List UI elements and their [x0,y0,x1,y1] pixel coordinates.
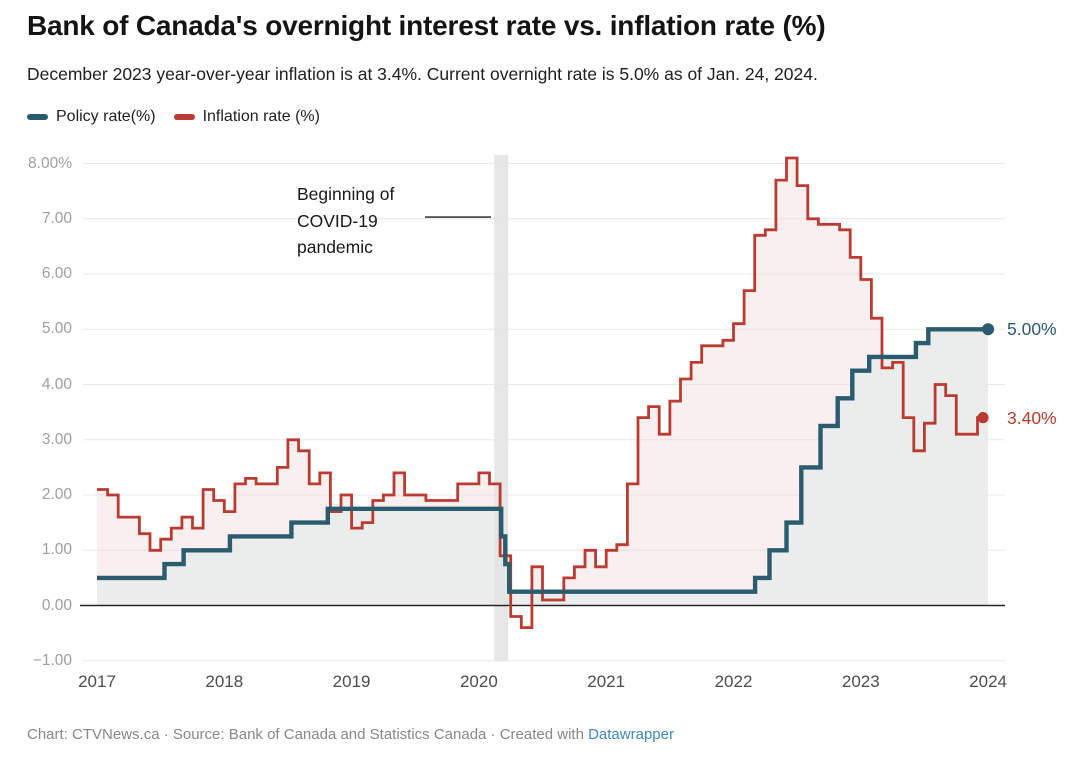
legend-item-policy-rate: Policy rate(%) [27,108,156,126]
x-axis-tick-label: 2021 [587,672,626,691]
covid-annotation-text: Beginning of COVID-19 pandemic [297,184,395,257]
y-axis-tick-label: 1.00 [41,541,72,559]
y-axis-tick-label: 7.00 [41,209,72,227]
policy-rate-end-dot [982,323,995,336]
y-axis-tick-label: 8.00% [28,154,72,172]
y-axis-tick-label: −1.00 [32,651,72,669]
policy-rate-line [97,327,989,594]
x-axis-tick-label: 2020 [459,672,498,691]
x-axis-tick-label: 2018 [205,672,244,691]
covid-period-band [494,155,509,661]
y-axis-tick-label: 3.00 [41,430,72,448]
y-axis-tick-label: 2.00 [41,486,72,503]
chart-subtitle: December 2023 year-over-year inflation i… [27,64,818,84]
inflation-rate-line [97,156,983,629]
policy-rate-swatch-icon [27,114,48,120]
inflation-area-fill [97,158,983,606]
inflation-rate-swatch-icon [173,114,195,120]
datawrapper-link[interactable]: Datawrapper [588,726,674,743]
y-axis-tick-label: 6.00 [41,265,72,282]
y-axis-tick-label: 5.00 [41,320,72,338]
chart-title: Bank of Canada's overnight interest rate… [27,10,826,41]
legend-item-inflation-rate: Inflation rate (%) [173,108,320,126]
footer-text: Chart: CTVNews.ca · Source: Bank of Cana… [27,726,589,743]
footer-attribution: Chart: CTVNews.ca · Source: Bank of Cana… [27,726,674,743]
x-axis-tick-label: 2022 [714,672,753,691]
legend-label-policy-rate: Policy rate(%) [56,108,156,125]
legend: Policy rate(%) Inflation rate (%) [27,108,320,126]
x-axis-tick-label: 2024 [969,672,1007,691]
policy-area-fill [97,329,989,606]
inflation-rate-end-dot [977,412,989,424]
legend-label-inflation-rate: Inflation rate (%) [202,108,320,125]
y-axis-tick-label: 0.00 [41,596,72,614]
policy-rate-end-value-label: 5.00% [1007,319,1057,340]
x-axis-tick-label: 2019 [332,672,371,691]
y-axis-tick-label: 4.00 [41,375,72,393]
x-axis-tick-label: 2023 [841,672,880,691]
inflation-rate-end-value-label: 3.40% [1007,407,1057,428]
x-axis-tick-label: 2017 [78,672,116,691]
